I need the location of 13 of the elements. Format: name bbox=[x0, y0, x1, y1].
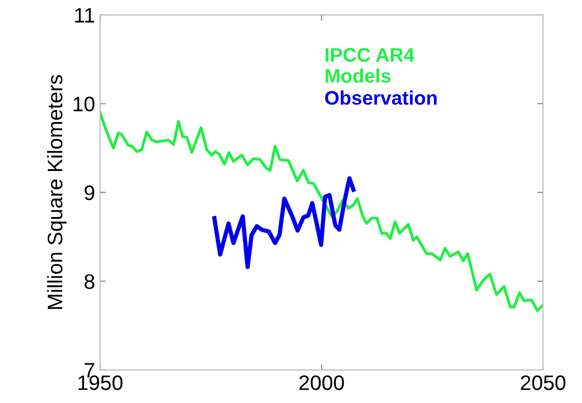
y-tick-label: 10 bbox=[74, 96, 94, 112]
text: IPCC AR4 Models bbox=[326, 48, 414, 83]
x-tick-label: 2000 bbox=[299, 375, 344, 390]
y-tick-label: 7 bbox=[84, 363, 94, 378]
x-tick-label: 2050 bbox=[520, 375, 566, 390]
y-tick-label: 11 bbox=[75, 8, 94, 22]
x-tick-label: 1950 bbox=[78, 375, 122, 390]
y-tick-label: 9 bbox=[84, 185, 94, 200]
text: Observation bbox=[325, 90, 437, 105]
line-series bbox=[100, 111, 544, 312]
line-series bbox=[212, 176, 356, 270]
y-axis-title: Million Square Kilometers bbox=[47, 75, 67, 309]
y-tick-label: 8 bbox=[84, 274, 94, 289]
